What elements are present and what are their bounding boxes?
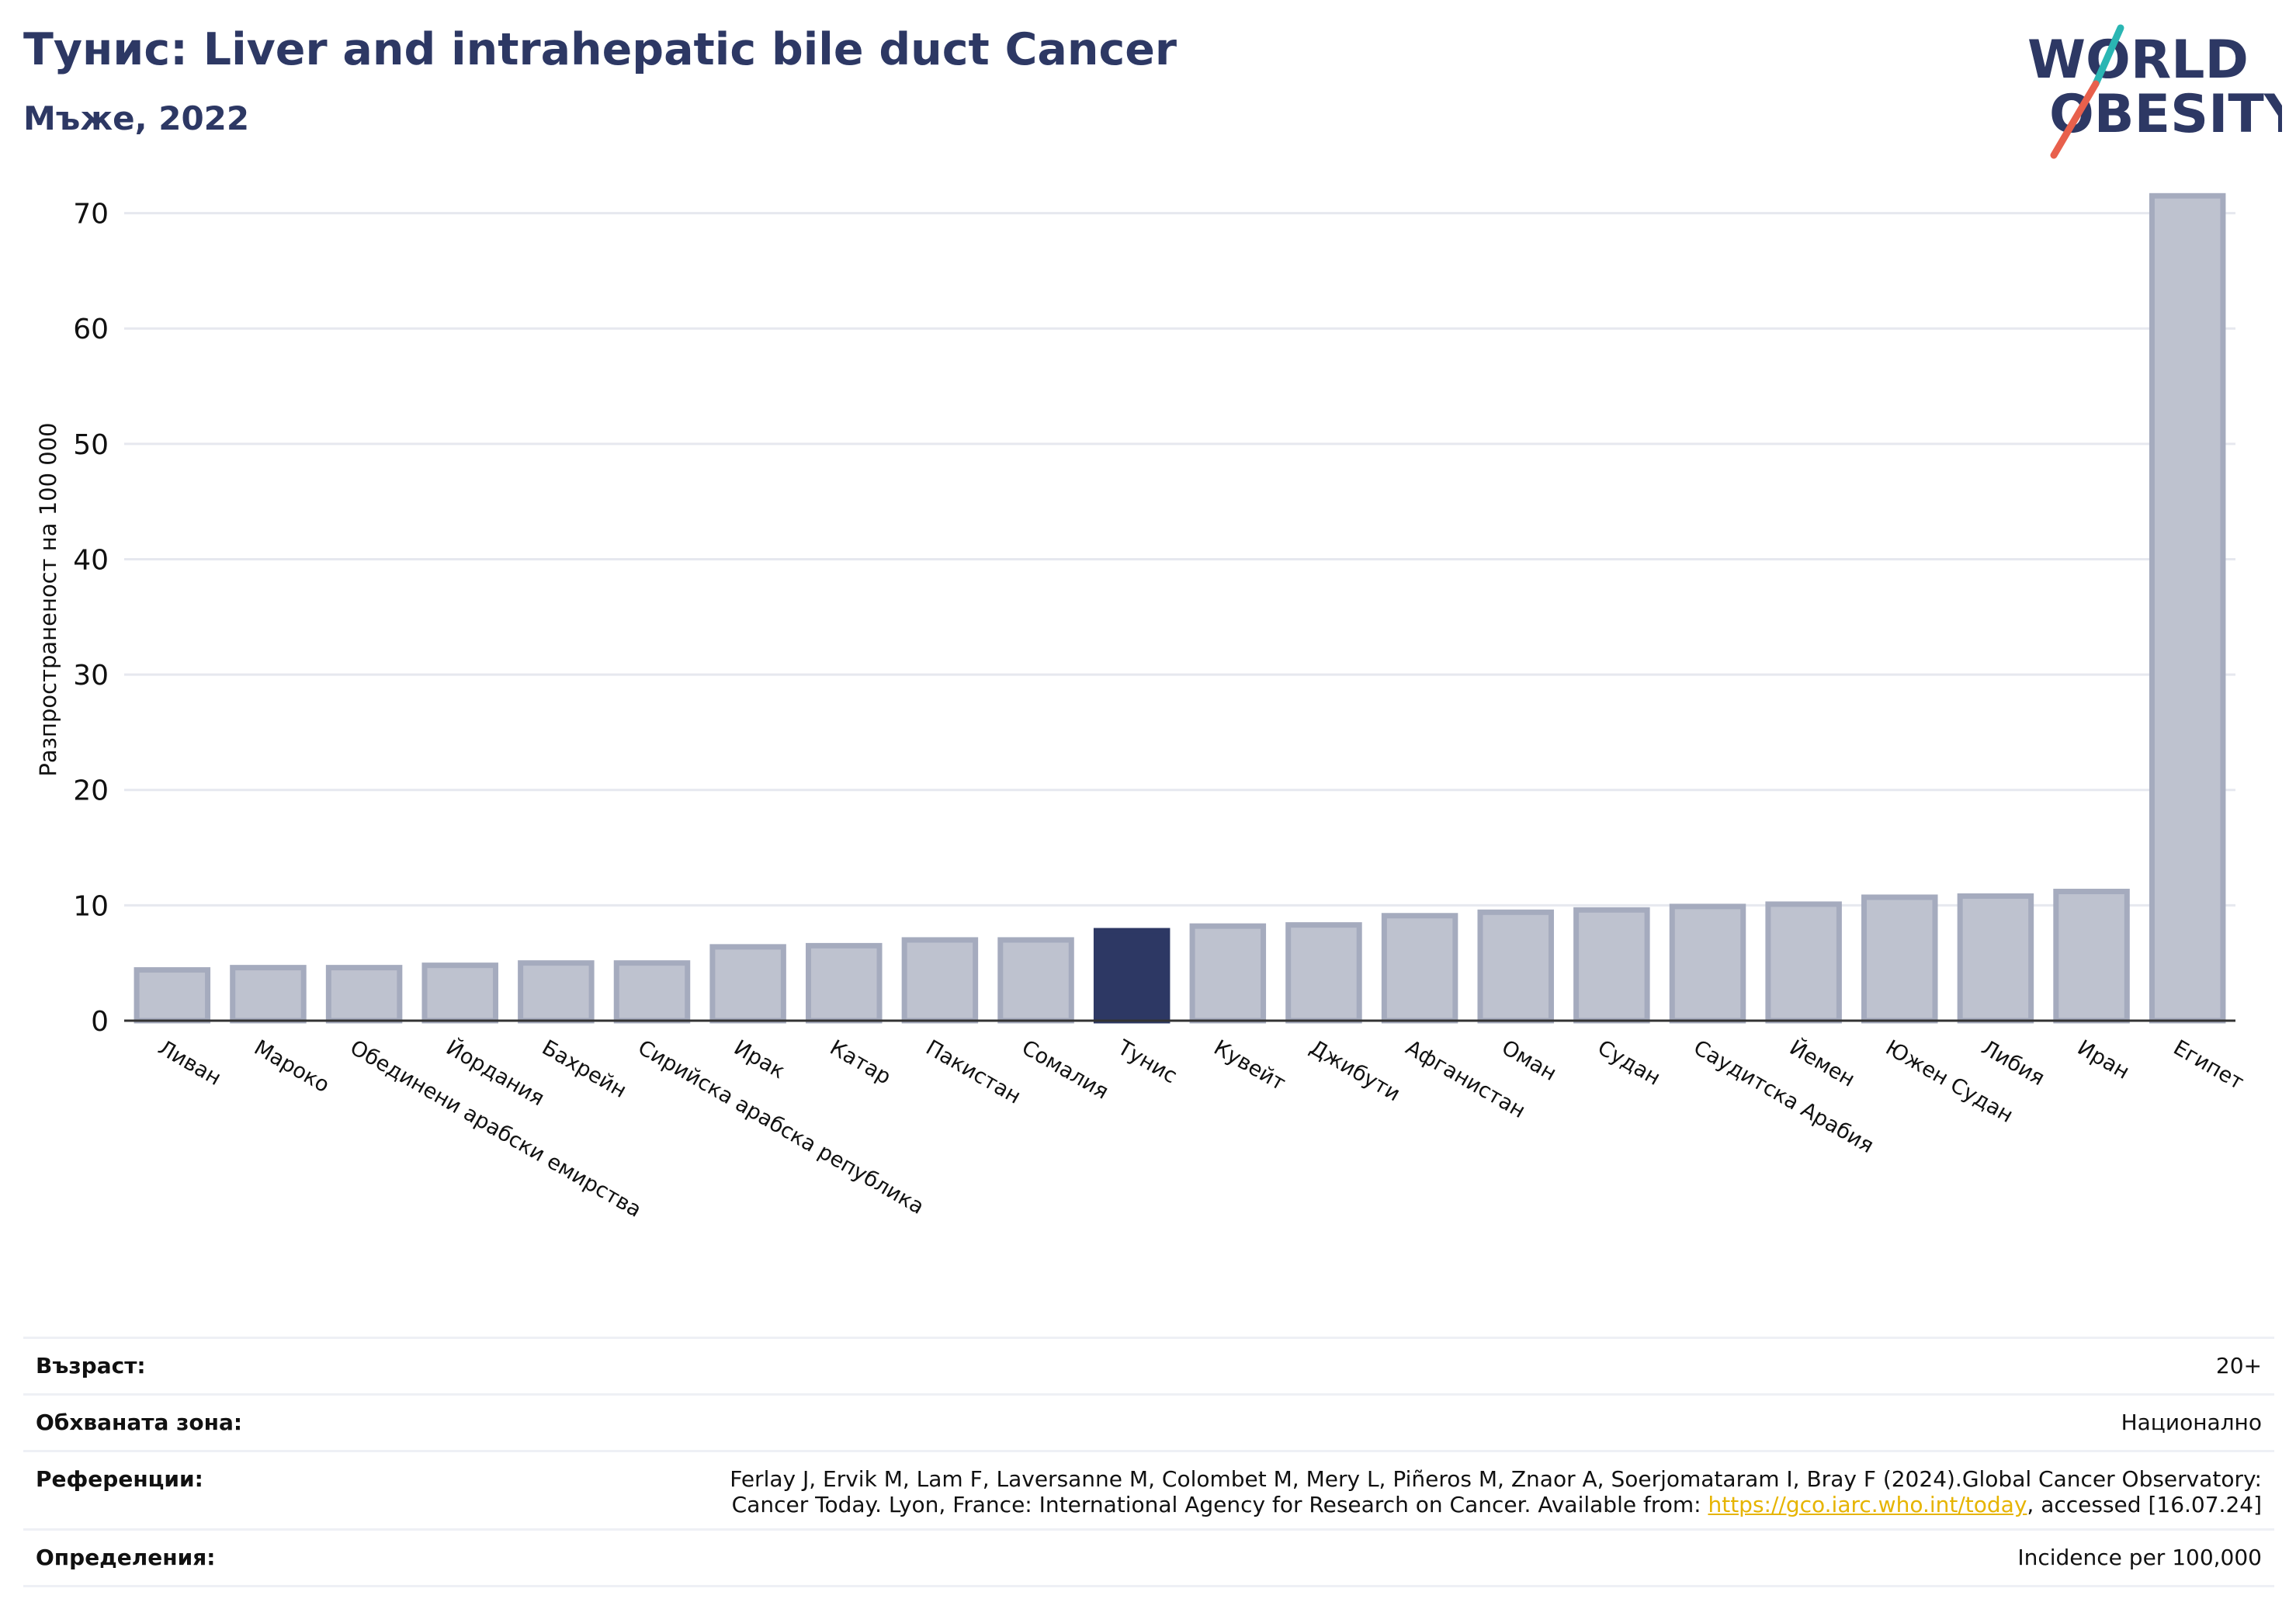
- y-tick-label: 10: [73, 890, 109, 922]
- bar: [421, 962, 498, 1024]
- meta-row-definitions: Определения: Incidence per 100,000: [23, 1528, 2274, 1587]
- y-tick-label: 30: [73, 660, 109, 692]
- bar: [2149, 192, 2226, 1024]
- references-line2-pre: Cancer Today. Lyon, France: Internationa…: [731, 1492, 1708, 1517]
- x-tick-label: Ливан: [154, 1035, 225, 1091]
- bar: [134, 967, 211, 1024]
- x-tick-label: Кувейт: [1209, 1035, 1289, 1095]
- bar: [1957, 893, 2034, 1024]
- bar: [1861, 894, 1938, 1024]
- bar: [2053, 889, 2130, 1024]
- bar: [1765, 901, 1842, 1024]
- bar: [901, 937, 979, 1024]
- bar: [1285, 922, 1362, 1024]
- bar: [325, 965, 403, 1024]
- bar: [1381, 913, 1458, 1024]
- x-tick-label: Египет: [2169, 1035, 2248, 1094]
- logo-text-world: WORLD: [2027, 29, 2249, 91]
- x-tick-label: Оман: [1497, 1035, 1560, 1086]
- bar: [1477, 909, 1554, 1024]
- x-tick-label: Мароко: [250, 1035, 334, 1098]
- x-tick-label: Джибути: [1306, 1035, 1404, 1106]
- references-value: Ferlay J, Ervik M, Lam F, Laversanne M, …: [730, 1466, 2262, 1517]
- logo-slash-top: [2092, 24, 2124, 88]
- y-tick-label: 70: [73, 199, 109, 231]
- chart-title: Тунис: Liver and intrahepatic bile duct …: [23, 24, 1177, 75]
- bar: [1669, 903, 1746, 1024]
- logo-slash-bottom: [2050, 80, 2100, 159]
- bar: [806, 942, 883, 1024]
- x-tick-label: Саудитска Арабия: [1690, 1035, 1878, 1158]
- bar: [613, 960, 691, 1024]
- meta-row-references: Референции: Ferlay J, Ervik M, Lam F, La…: [23, 1450, 2274, 1528]
- bar-chart: 0 10 20 30 40 50 60 70 Разпространеност на 100 0…: [35, 192, 2248, 1222]
- bar: [709, 944, 786, 1024]
- references-link[interactable]: https://gco.iarc.who.int/today: [1708, 1492, 2027, 1517]
- chart-subtitle: Мъже, 2022: [23, 99, 250, 137]
- logo-text-obesity: OBESITY: [2049, 84, 2282, 145]
- x-tick-label: Сомалия: [1018, 1035, 1112, 1105]
- bar: [1189, 923, 1267, 1024]
- bar: [1093, 928, 1171, 1024]
- bar: [230, 965, 307, 1024]
- references-line2-post: , accessed [16.07.24]: [2027, 1492, 2262, 1517]
- x-tick-label: Ирак: [730, 1035, 789, 1084]
- world-obesity-logo: WORLD OBESITY: [2027, 24, 2282, 159]
- coverage-value: Национално: [2121, 1410, 2262, 1435]
- bar: [1573, 907, 1650, 1024]
- references-label: Референции:: [36, 1466, 203, 1492]
- coverage-label: Обхваната зона:: [36, 1410, 243, 1435]
- metadata-table: Възраст: 20+ Обхваната зона: Национално …: [23, 1337, 2274, 1587]
- meta-row-coverage: Обхваната зона: Национално: [23, 1393, 2274, 1450]
- x-tick-label: Судан: [1594, 1035, 1664, 1091]
- x-tick-label: Пакистан: [921, 1035, 1025, 1109]
- references-line1: Ferlay J, Ervik M, Lam F, Laversanne M, …: [730, 1466, 2262, 1492]
- y-tick-label: 20: [73, 775, 109, 807]
- meta-row-age: Възраст: 20+: [23, 1337, 2274, 1393]
- bar: [997, 937, 1074, 1024]
- x-tick-label: Иран: [2073, 1035, 2133, 1084]
- y-tick-label: 40: [73, 544, 109, 576]
- y-axis-label: Разпространеност на 100 000: [35, 422, 61, 776]
- x-tick-label: Тунис: [1113, 1035, 1181, 1089]
- definitions-label: Определения:: [36, 1545, 216, 1570]
- x-tick-label: Йемен: [1785, 1035, 1859, 1091]
- age-value: 20+: [2215, 1353, 2262, 1379]
- x-tick-label: Бахрейн: [538, 1035, 630, 1103]
- y-tick-label: 60: [73, 314, 109, 345]
- x-tick-label: Либия: [1977, 1035, 2048, 1091]
- x-tick-label: Катар: [826, 1035, 895, 1089]
- bar: [518, 960, 595, 1024]
- definitions-value: Incidence per 100,000: [2017, 1545, 2262, 1570]
- y-tick-label: 0: [91, 1006, 109, 1038]
- age-label: Възраст:: [36, 1353, 146, 1379]
- y-tick-label: 50: [73, 429, 109, 461]
